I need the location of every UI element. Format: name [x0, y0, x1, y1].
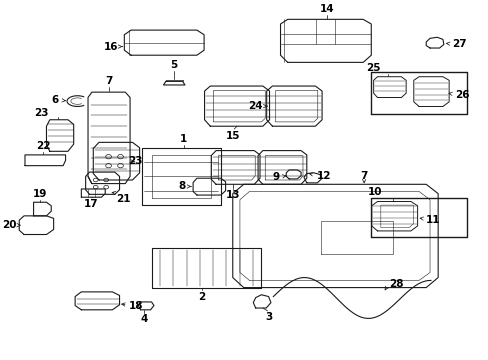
Text: 10: 10 — [366, 187, 381, 197]
Text: 24: 24 — [248, 101, 263, 111]
Text: 9: 9 — [272, 172, 279, 182]
Text: 14: 14 — [319, 4, 333, 14]
Text: 16: 16 — [103, 42, 118, 51]
Text: 19: 19 — [33, 189, 47, 199]
Text: 22: 22 — [36, 141, 50, 151]
Text: 21: 21 — [116, 194, 130, 204]
Text: 27: 27 — [451, 40, 466, 49]
Text: 8: 8 — [178, 181, 185, 192]
Text: 6: 6 — [51, 95, 58, 105]
Text: 25: 25 — [366, 63, 380, 73]
Text: 11: 11 — [426, 215, 440, 225]
Text: 20: 20 — [2, 220, 16, 230]
Text: 28: 28 — [388, 279, 403, 289]
Text: 2: 2 — [198, 292, 205, 302]
Text: 15: 15 — [225, 131, 240, 140]
Text: 3: 3 — [264, 312, 272, 322]
Text: 7: 7 — [360, 171, 367, 181]
Text: 23: 23 — [127, 156, 142, 166]
Text: 5: 5 — [170, 60, 177, 70]
Text: 7: 7 — [104, 76, 112, 86]
Text: 17: 17 — [83, 199, 98, 209]
Text: 1: 1 — [180, 134, 187, 144]
Text: 12: 12 — [316, 171, 330, 181]
Text: 23: 23 — [34, 108, 49, 118]
Text: 26: 26 — [454, 90, 468, 100]
Text: 18: 18 — [129, 301, 143, 311]
Text: 13: 13 — [225, 190, 240, 200]
Text: 4: 4 — [141, 314, 148, 324]
